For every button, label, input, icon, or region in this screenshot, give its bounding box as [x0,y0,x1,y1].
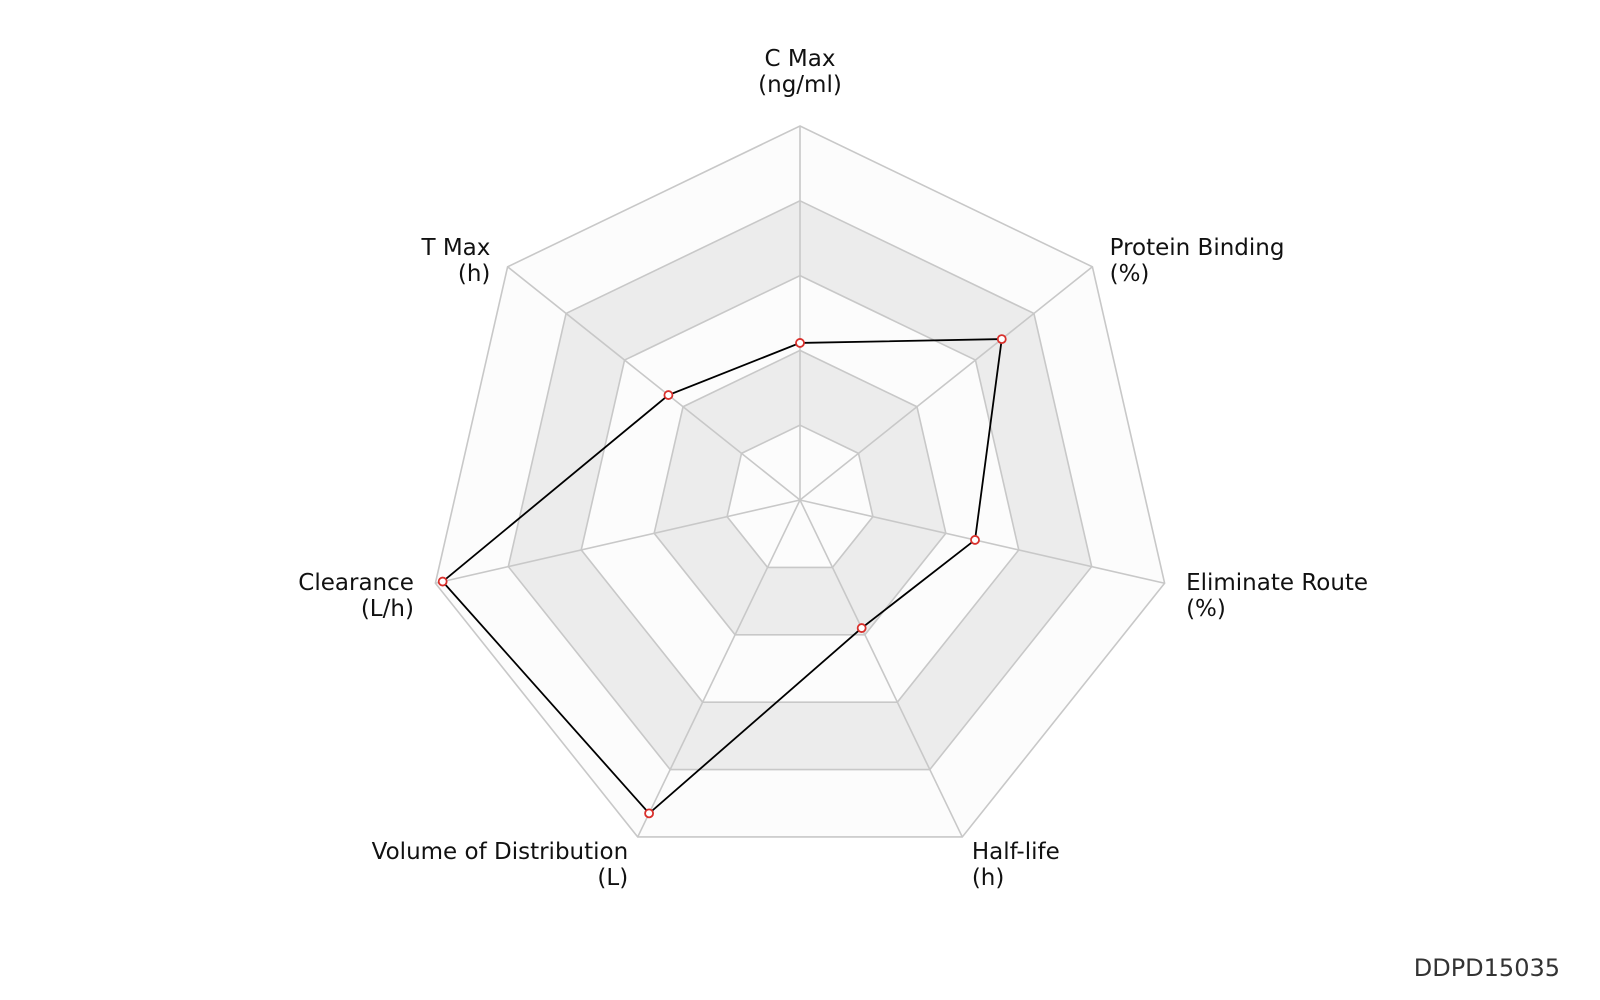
axis-label-name: Eliminate Route [1186,570,1368,596]
axis-label-unit: (%) [1110,261,1150,287]
axis-label-name: Half-life [972,839,1060,865]
axis-label-name: Volume of Distribution [372,839,629,865]
axis-spoke-4 [637,499,801,838]
data-point-1 [996,334,1007,345]
axis-spoke-6 [507,266,801,501]
axis-spoke-5 [435,499,801,584]
data-point-0 [795,338,805,348]
axis-label-unit: (L/h) [361,596,414,622]
axis-spoke-3 [799,499,963,838]
axis-spoke-1 [799,266,1093,501]
series-line [441,338,1003,815]
axis-label-unit: (%) [1186,596,1226,622]
axis-spoke-2 [799,499,1165,584]
chart-id-label: DDPD15035 [1413,954,1560,982]
data-point-3 [856,623,867,633]
data-point-6 [663,390,674,400]
radar-axes [435,126,1165,838]
radar-series [437,334,1007,819]
axis-label-name: Clearance [298,570,414,596]
axis-label-unit: (h) [972,865,1005,891]
axis-label-name: T Max [420,235,490,261]
data-point-5 [437,576,448,587]
axis-label-unit: (ng/ml) [758,72,842,98]
axis-label-name: C Max [765,46,836,72]
axis-label-unit: (h) [458,261,491,287]
data-point-2 [970,535,980,545]
axis-labels: C Max(ng/ml)Protein Binding(%)Eliminate … [298,46,1368,891]
data-point-4 [644,808,654,819]
axis-label-name: Protein Binding [1110,235,1285,261]
axis-label-unit: (L) [597,865,628,891]
